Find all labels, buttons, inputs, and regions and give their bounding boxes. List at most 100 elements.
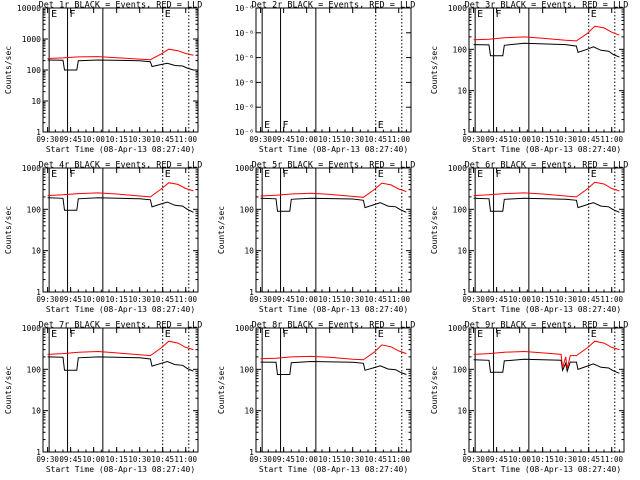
chart-panel-2: Det 2r BLACK = Events, RED = LLD10⁻⁶10⁻⁶… <box>235 1 416 155</box>
chart-title: Det 3r BLACK = Events, RED = LLD <box>465 1 629 11</box>
chart-panel-9: Det 9r BLACK = Events, RED = LLD 1 10 100 10… <box>430 321 628 475</box>
series-lld-line <box>47 182 194 198</box>
x-tick-label: 10:45 <box>364 135 387 144</box>
x-tick-label: 09:30 <box>36 455 59 464</box>
x-tick-label: 09:30 <box>462 135 485 144</box>
y-tick-label: 1 <box>249 448 254 457</box>
x-tick-label: 09:45 <box>59 295 82 304</box>
x-tick-label: 11:00 <box>387 135 410 144</box>
x-tick-label: 11:00 <box>174 295 197 304</box>
x-tick-label: 10:00 <box>508 135 531 144</box>
x-tick-label: 10:15 <box>318 135 341 144</box>
series-events-line <box>47 59 194 71</box>
y-tick-label: 10⁻⁶ <box>235 4 254 13</box>
time-marker-label: E <box>477 169 483 180</box>
y-tick-label: 1 <box>36 288 41 297</box>
x-tick-label: 10:30 <box>341 455 364 464</box>
y-tick-label: 10⁻⁶ <box>235 103 254 112</box>
time-marker-label: F <box>70 329 76 340</box>
series-events-line <box>473 42 620 58</box>
x-tick-label: 10:45 <box>577 135 600 144</box>
x-axis-label: Start Time (08-Apr-13 08:27:40) <box>472 305 621 314</box>
time-marker-label: E <box>264 120 270 131</box>
plot-frame <box>42 327 199 453</box>
y-tick-label: 1 <box>36 128 41 137</box>
y-tick-label: 1000 <box>448 324 467 333</box>
x-tick-label: 10:15 <box>531 295 554 304</box>
y-tick-label: 100 <box>27 205 42 214</box>
y-tick-label: 10000 <box>17 4 41 13</box>
x-tick-label: 10:00 <box>82 135 105 144</box>
x-tick-label: 10:00 <box>508 455 531 464</box>
chart-title: Det 8r BLACK = Events, RED = LLD <box>252 321 416 331</box>
x-tick-label: 11:00 <box>174 455 197 464</box>
series-lld-line <box>473 340 620 369</box>
plot-frame <box>468 167 625 293</box>
time-marker-label: F <box>496 329 502 340</box>
time-marker-label: F <box>496 9 502 20</box>
y-tick-label: 10⁻⁶ <box>235 128 254 137</box>
time-marker-label: E <box>264 329 270 340</box>
time-marker-label: E <box>51 169 57 180</box>
x-tick-label: 09:45 <box>272 455 295 464</box>
x-tick-label: 09:45 <box>59 455 82 464</box>
chart-panel-8: Det 8r BLACK = Events, RED = LLD 1 10 100 10… <box>217 321 415 475</box>
x-tick-label: 10:00 <box>295 295 318 304</box>
series-events-line <box>260 197 407 213</box>
plot-frame <box>255 7 412 133</box>
series-events-line <box>47 197 194 213</box>
time-marker-label: E <box>591 169 597 180</box>
x-tick-label: 10:30 <box>554 295 577 304</box>
series-events-line <box>473 358 620 374</box>
x-tick-label: 10:30 <box>128 295 151 304</box>
x-tick-label: 10:30 <box>341 135 364 144</box>
time-marker-label: F <box>283 120 289 131</box>
y-tick-label: 100 <box>27 365 42 374</box>
x-axis-label: Start Time (08-Apr-13 08:27:40) <box>259 465 408 474</box>
y-tick-label: 1 <box>462 128 467 137</box>
time-marker-label: E <box>591 9 597 20</box>
plot-frame <box>468 7 625 133</box>
y-tick-label: 10 <box>31 407 41 416</box>
y-axis-label: Counts/sec <box>4 206 13 254</box>
x-tick-label: 11:00 <box>387 455 410 464</box>
time-marker-label: E <box>51 329 57 340</box>
chart-title: Det 4r BLACK = Events, RED = LLD <box>39 161 203 171</box>
x-tick-label: 10:45 <box>577 295 600 304</box>
y-tick-label: 10⁻⁶ <box>235 29 254 38</box>
y-tick-label: 10 <box>244 247 254 256</box>
x-tick-label: 10:45 <box>151 135 174 144</box>
series-lld-line <box>260 182 407 198</box>
x-tick-label: 10:45 <box>151 295 174 304</box>
x-tick-label: 09:30 <box>249 295 272 304</box>
y-tick-label: 1000 <box>448 4 467 13</box>
y-tick-label: 100 <box>27 66 42 75</box>
plot-frame <box>468 327 625 453</box>
y-tick-label: 100 <box>453 45 468 54</box>
y-axis-label: Counts/sec <box>217 206 226 254</box>
x-tick-label: 11:00 <box>387 295 410 304</box>
y-tick-label: 1000 <box>235 164 254 173</box>
y-axis-label: Counts/sec <box>430 46 439 94</box>
y-axis-label: Counts/sec <box>430 366 439 414</box>
plot-frame <box>255 167 412 293</box>
x-tick-label: 11:00 <box>600 455 623 464</box>
time-marker-label: E <box>165 329 171 340</box>
series-lld-line <box>473 25 620 42</box>
time-marker-label: F <box>70 9 76 20</box>
x-tick-label: 10:15 <box>531 135 554 144</box>
y-tick-label: 1 <box>462 288 467 297</box>
y-axis-label: Counts/sec <box>4 366 13 414</box>
x-tick-label: 09:45 <box>485 135 508 144</box>
series-events-line <box>47 356 194 372</box>
x-tick-label: 10:15 <box>318 295 341 304</box>
time-marker-label: F <box>70 169 76 180</box>
time-marker-label: E <box>165 9 171 20</box>
y-tick-label: 100 <box>240 365 255 374</box>
x-tick-label: 10:00 <box>508 295 531 304</box>
y-tick-label: 10 <box>457 247 467 256</box>
y-tick-label: 10 <box>457 87 467 96</box>
chart-panel-5: Det 5r BLACK = Events, RED = LLD 1 10 100 10… <box>217 161 415 315</box>
x-tick-label: 10:15 <box>318 455 341 464</box>
